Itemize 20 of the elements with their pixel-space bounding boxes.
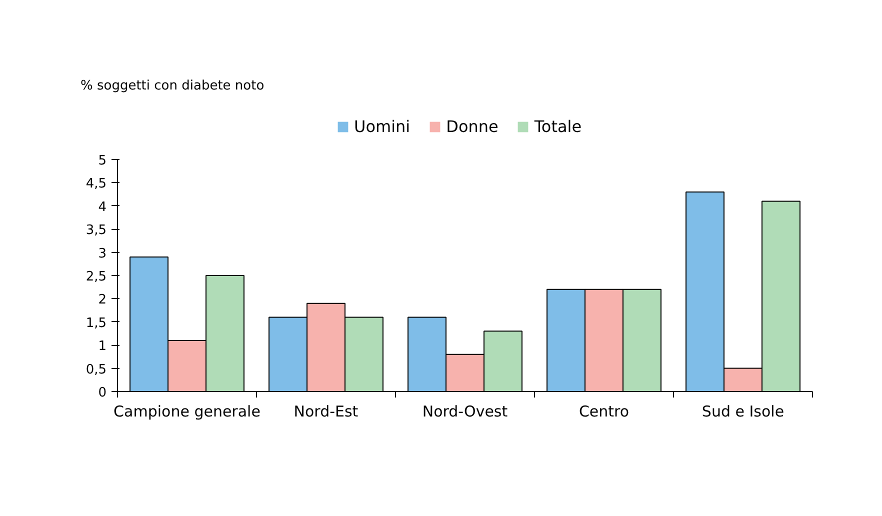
legend-label: Totale xyxy=(534,117,582,136)
x-tick-label: Centro xyxy=(578,402,630,420)
x-tick-label: Nord-Est xyxy=(294,402,358,420)
y-tick-label: 4 xyxy=(98,200,107,215)
y-tick-label: 1 xyxy=(98,339,107,354)
y-tick-label: 1,5 xyxy=(86,316,107,331)
x-tick-label: Campione generale xyxy=(114,402,260,420)
y-tick-label: 5 xyxy=(98,154,107,168)
legend-label: Donne xyxy=(446,117,498,136)
x-tick-label: Nord-Ovest xyxy=(422,402,508,420)
y-tick-label: 3 xyxy=(98,246,107,262)
y-tick-label: 3,5 xyxy=(86,223,107,238)
y-tick-label: 4,5 xyxy=(86,176,107,192)
x-tick-label: Sud e Isole xyxy=(702,402,784,420)
y-axis-title: % soggetti con diabete noto xyxy=(80,78,264,94)
y-tick-label: 2 xyxy=(98,292,107,308)
y-tick-label: 0 xyxy=(98,386,107,400)
y-tick-label: 2,5 xyxy=(86,270,107,284)
y-tick-label: 0,5 xyxy=(86,362,107,378)
legend-label: Uomini xyxy=(354,117,410,136)
